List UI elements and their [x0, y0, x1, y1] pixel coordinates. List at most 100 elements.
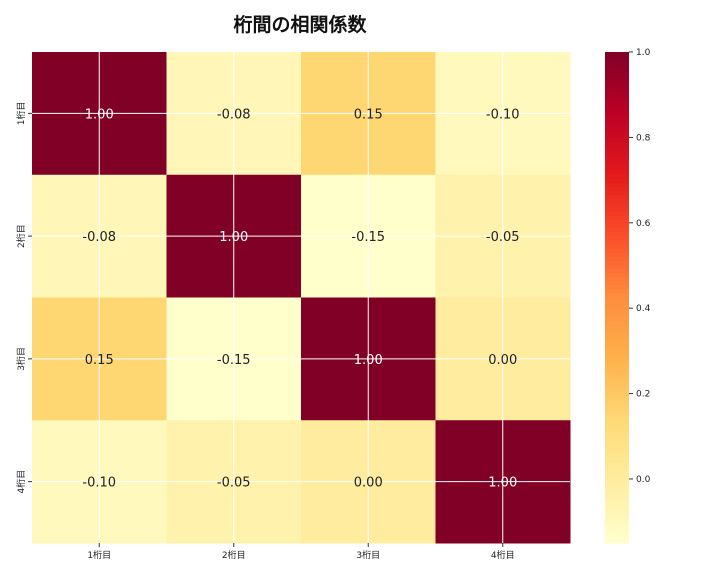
colorbar-tick-label: 0.8 [636, 133, 651, 143]
colorbar-segment [605, 105, 629, 110]
colorbar-segment [605, 133, 629, 139]
colorbar-segment [605, 244, 629, 249]
colorbar-segment [605, 64, 629, 69]
colorbar-segment [605, 272, 629, 278]
data-label: -0.08 [217, 107, 251, 122]
colorbar-segment [605, 309, 629, 315]
colorbar-segment [605, 256, 629, 262]
colorbar-segment [605, 121, 629, 127]
colorbar-segment [605, 326, 629, 331]
data-label: -0.15 [217, 353, 251, 368]
colorbar-segment [605, 322, 629, 327]
colorbar-segment [605, 236, 629, 241]
colorbar-segment [605, 203, 629, 209]
colorbar-segment [605, 481, 629, 487]
colorbar-segment [605, 403, 629, 409]
colorbar-segment [605, 383, 629, 389]
colorbar-segment [605, 92, 629, 98]
colorbar-tick-label: 0.2 [636, 390, 650, 400]
colorbar-segment [605, 281, 629, 286]
colorbar-tick-label: 1.0 [636, 48, 651, 58]
y-tick-label: 4桁目 [15, 470, 27, 494]
colorbar-segment [605, 350, 629, 356]
colorbar-segment [605, 420, 629, 425]
colorbar-segment [605, 412, 629, 417]
colorbar-segment [605, 526, 629, 532]
colorbar-segment [605, 52, 629, 57]
colorbar-segment [605, 166, 629, 172]
colorbar-segment [605, 207, 629, 213]
colorbar-segment [605, 162, 629, 168]
colorbar-segment [605, 289, 629, 295]
colorbar-segment [605, 215, 629, 221]
colorbar-segment [605, 150, 629, 155]
colorbar-segment [605, 199, 629, 204]
colorbar-segment [605, 358, 629, 364]
colorbar-segment [605, 440, 629, 446]
colorbar-segment [605, 137, 629, 143]
colorbar-segment [605, 211, 629, 217]
colorbar-segment [605, 146, 629, 151]
colorbar-segment [605, 56, 629, 61]
colorbar-segment [605, 178, 629, 184]
colorbar-segment [605, 346, 629, 352]
data-label: -0.08 [82, 230, 116, 245]
data-label: 0.15 [85, 353, 114, 368]
colorbar-segment [605, 260, 629, 266]
colorbar-segment [605, 80, 629, 86]
colorbar-segment [605, 101, 629, 106]
x-tick-label: 1桁目 [87, 549, 111, 561]
colorbar-segment [605, 223, 629, 229]
colorbar-segment [605, 109, 629, 114]
colorbar-segment [605, 264, 629, 270]
colorbar-segment [605, 448, 629, 454]
colorbar-segment [605, 248, 629, 254]
colorbar-segment [605, 530, 629, 536]
colorbar-segment [605, 72, 629, 78]
colorbar-segment [605, 424, 629, 430]
colorbar-segment [605, 195, 629, 200]
colorbar-segment [605, 506, 629, 511]
colorbar-segment [605, 277, 629, 282]
colorbar-tick-label: 0.6 [636, 219, 651, 229]
colorbar-segment [605, 187, 629, 192]
colorbar-segment [605, 391, 629, 397]
colorbar-segment [605, 97, 629, 102]
data-label: 1.00 [85, 107, 114, 122]
x-tick-label: 2桁目 [222, 549, 246, 561]
colorbar-segment [605, 252, 629, 258]
colorbar-segment [605, 538, 629, 544]
data-label: -0.10 [82, 476, 116, 491]
colorbar-segment [605, 444, 629, 450]
colorbar-segment [605, 432, 629, 438]
colorbar-segment [605, 285, 629, 290]
colorbar-segment [605, 493, 629, 499]
colorbar-segment [605, 113, 629, 119]
data-label: 0.15 [354, 107, 383, 122]
colorbar-segment [605, 428, 629, 434]
colorbar-segment [605, 117, 629, 123]
colorbar-segment [605, 502, 629, 507]
colorbar-segment [605, 129, 629, 135]
colorbar-segment [605, 473, 629, 479]
colorbar-segment [605, 387, 629, 393]
colorbar-segment [605, 68, 629, 74]
colorbar-segment [605, 522, 629, 528]
colorbar-segment [605, 154, 629, 159]
colorbar-segment [605, 514, 629, 520]
colorbar-segment [605, 452, 629, 458]
data-label: -0.10 [486, 107, 520, 122]
data-label: -0.05 [217, 476, 251, 491]
colorbar-segment [605, 518, 629, 524]
data-label: 0.00 [354, 476, 383, 491]
colorbar-segment [605, 477, 629, 483]
colorbar-segment [605, 125, 629, 131]
colorbar-segment [605, 293, 629, 299]
colorbar-segment [605, 485, 629, 491]
colorbar-segment [605, 510, 629, 515]
data-label: 1.00 [354, 353, 383, 368]
colorbar-segment [605, 457, 629, 462]
colorbar-segment [605, 88, 629, 94]
colorbar-segment [605, 461, 629, 466]
